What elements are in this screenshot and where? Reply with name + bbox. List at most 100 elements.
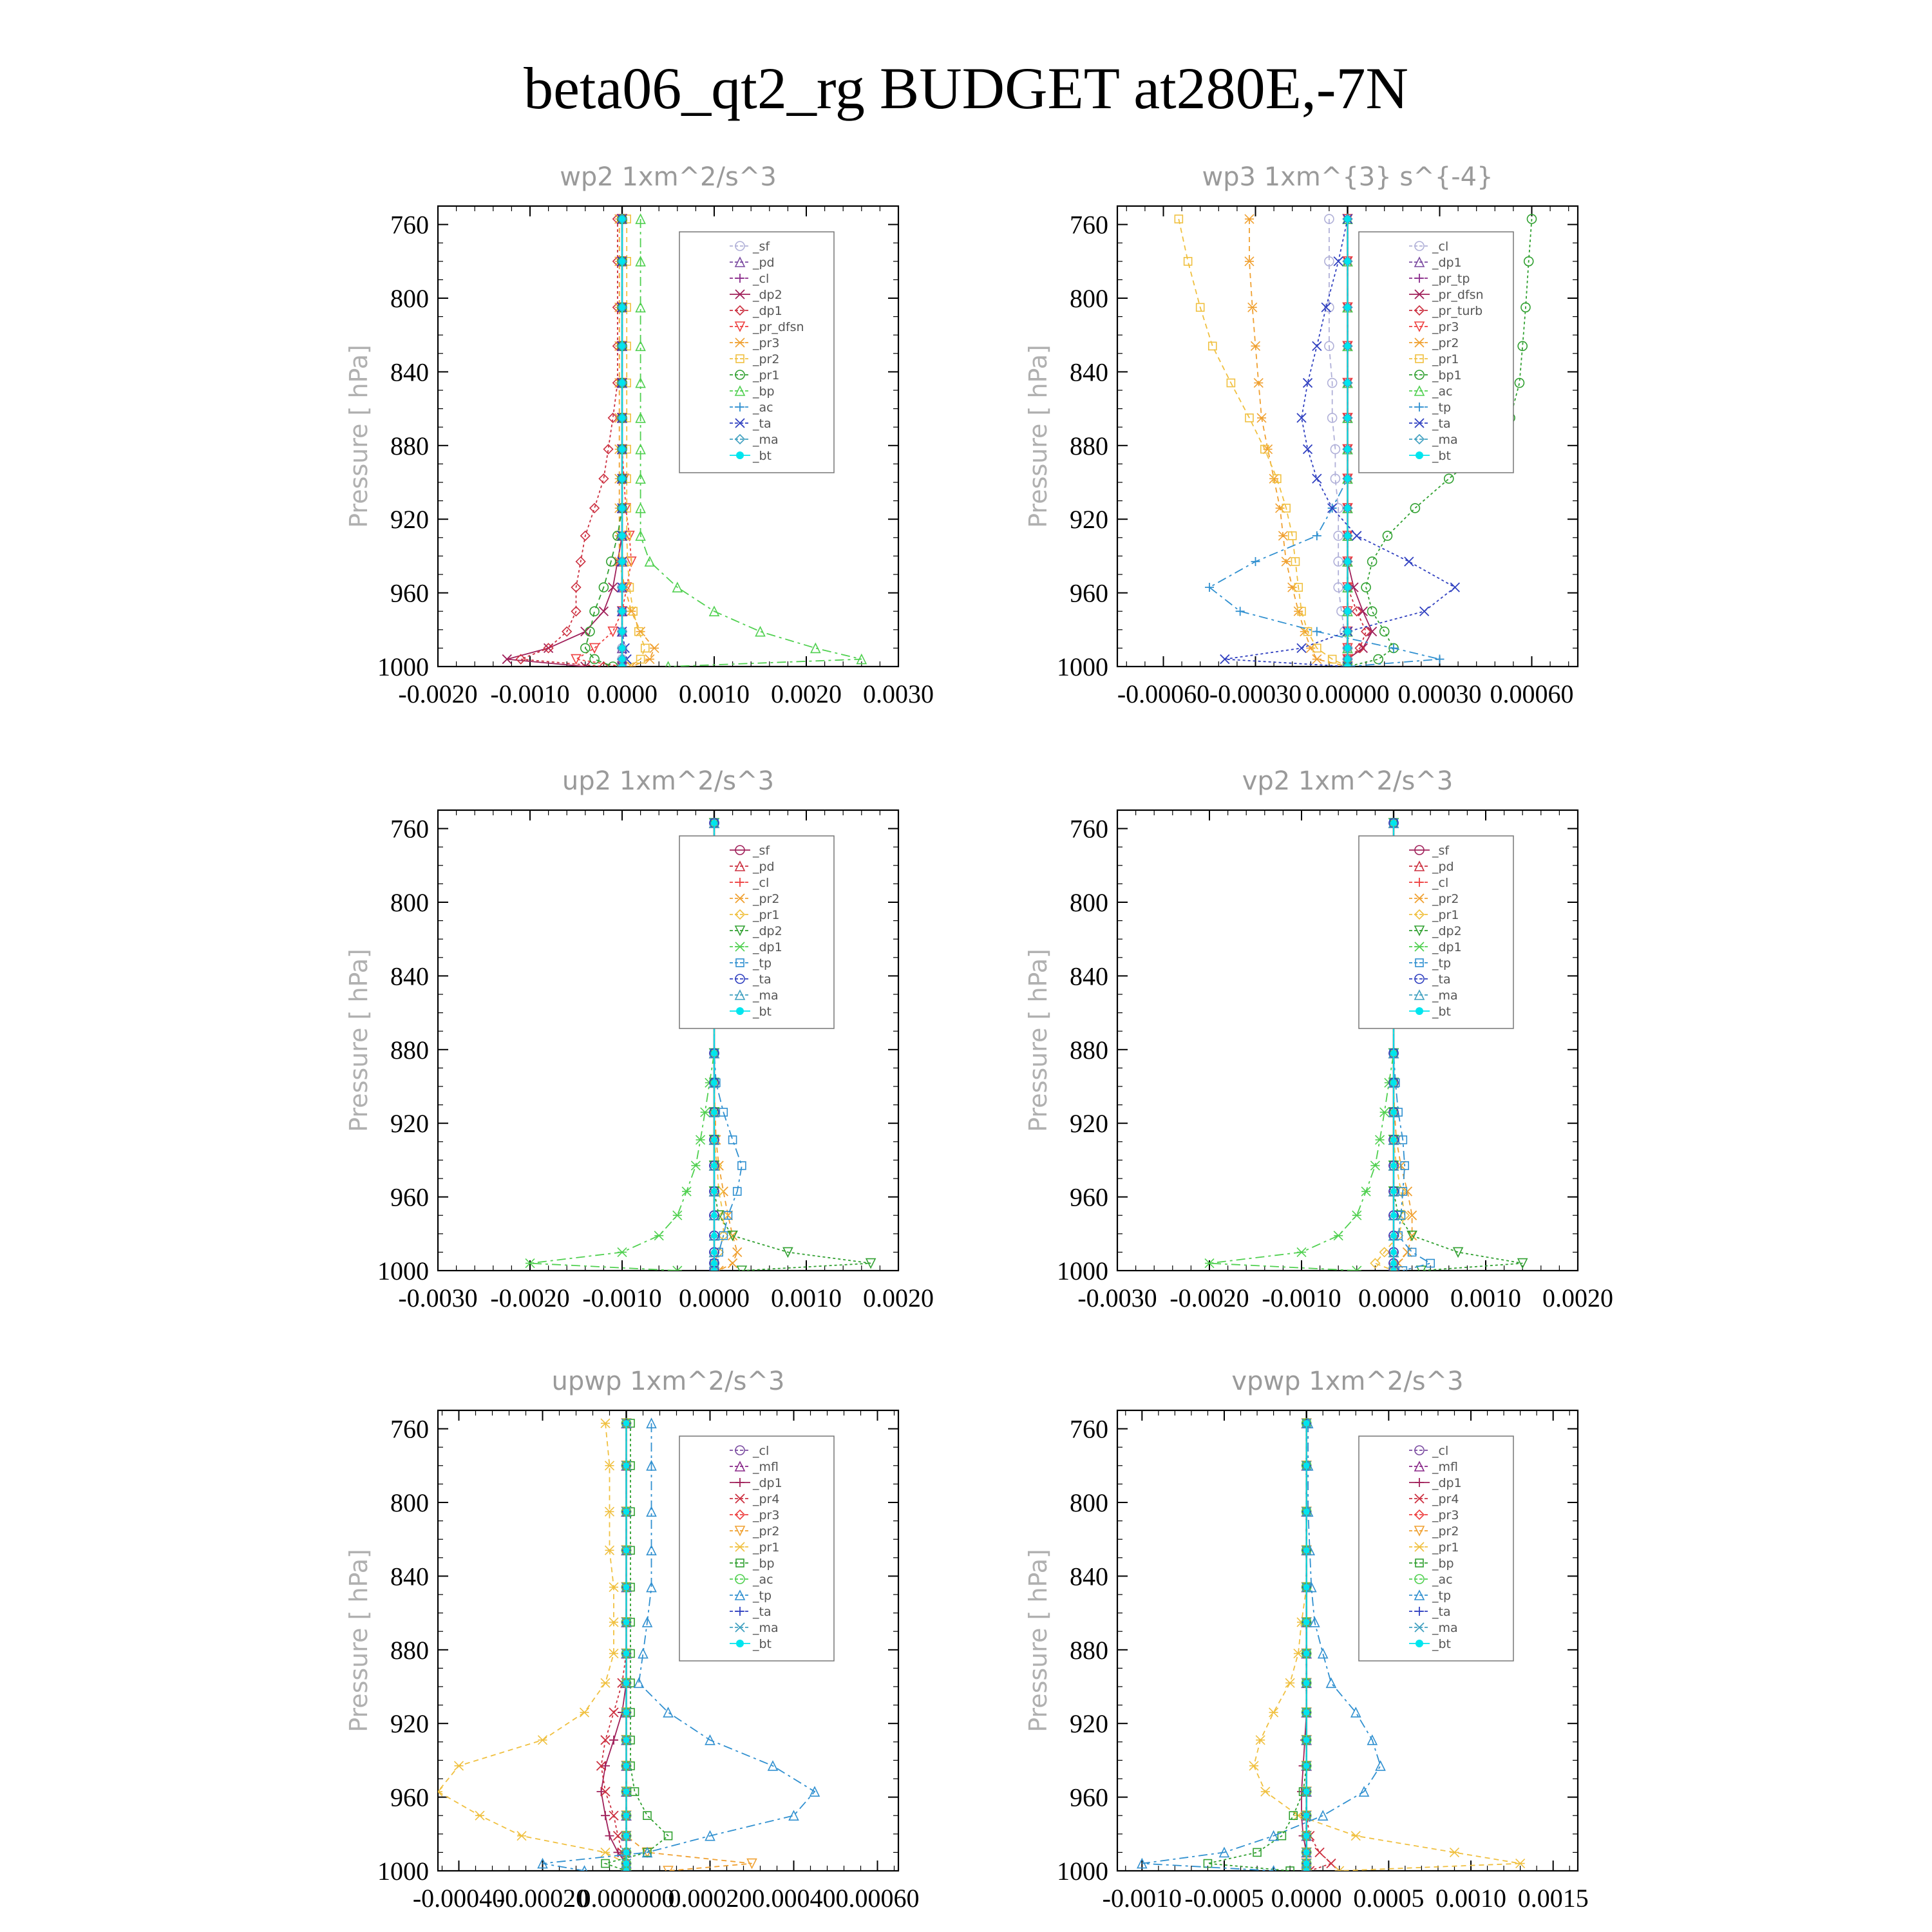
- legend-marker: [1414, 337, 1425, 348]
- data-point: [1305, 643, 1316, 653]
- data-point: [1303, 1680, 1310, 1687]
- data-point: [1303, 1736, 1310, 1743]
- data-point: [1444, 473, 1454, 484]
- data-point: [1344, 446, 1351, 453]
- data-point: [1285, 1678, 1295, 1688]
- legend-marker: [734, 989, 746, 1000]
- x-tick-label: 0.0000: [587, 679, 658, 708]
- legend-marker: [735, 974, 745, 984]
- data-point: [1349, 582, 1359, 592]
- data-point: [1268, 1830, 1279, 1841]
- legend-marker: [735, 370, 745, 380]
- data-point: [543, 643, 554, 654]
- legend-box: [679, 231, 835, 473]
- plot-frame: [437, 1409, 900, 1872]
- data-point: [621, 1865, 632, 1871]
- legend-entry: _bt: [752, 449, 772, 463]
- series-line: [1305, 1423, 1332, 1871]
- data-point: [646, 1544, 657, 1556]
- legend-entry: _dp1: [752, 304, 782, 318]
- x-tick-label: 0.0020: [863, 1283, 934, 1312]
- data-point: [623, 1650, 630, 1657]
- legend-entry: _dp1: [1432, 940, 1462, 954]
- chart-panel: wp2 1xm^2/s^3 Pressure [ hPa] 760 800 840 880…: [345, 162, 934, 708]
- data-point: [1303, 1812, 1310, 1819]
- data-point: [1203, 1859, 1213, 1868]
- data-point: [1303, 1849, 1310, 1856]
- legend-entry: _pr3: [1432, 1508, 1459, 1522]
- legend-marker: [735, 418, 745, 428]
- data-point: [600, 1847, 611, 1857]
- legend-marker: [1415, 274, 1424, 283]
- y-tick-label: 840: [1070, 961, 1108, 990]
- data-point: [635, 301, 646, 313]
- data-point: [619, 475, 625, 482]
- series-line: [1253, 1423, 1520, 1871]
- y-tick-label: 760: [1070, 815, 1108, 844]
- data-point: [646, 1460, 657, 1471]
- legend-entry: _pr2: [752, 892, 779, 906]
- data-point: [589, 654, 600, 665]
- y-tick-label: 920: [390, 1709, 429, 1738]
- data-point: [1514, 377, 1525, 388]
- data-point: [727, 1230, 738, 1242]
- legend-marker: [734, 385, 746, 396]
- x-tick-label: 0.0020: [1542, 1283, 1613, 1312]
- legend-entry: _ma: [1432, 433, 1458, 447]
- data-point: [1344, 343, 1351, 350]
- y-tick-label: 880: [390, 1036, 429, 1065]
- data-point: [1296, 413, 1307, 423]
- data-point: [1326, 1858, 1336, 1869]
- legend-entry: _pr1: [1432, 1540, 1459, 1555]
- legend-marker: [1415, 958, 1424, 967]
- data-point: [1327, 413, 1338, 423]
- legend-marker: [735, 1622, 745, 1633]
- data-point: [1249, 1761, 1259, 1771]
- data-point: [1250, 341, 1261, 351]
- legend-marker: [735, 1445, 745, 1455]
- data-point: [1352, 1265, 1362, 1271]
- series-line: [626, 219, 646, 667]
- y-tick-label: 800: [390, 888, 429, 917]
- data-point: [600, 1786, 611, 1797]
- x-tick-label: -0.00060: [1117, 679, 1209, 708]
- x-tick-label: 0.00030: [1398, 679, 1482, 708]
- data-point: [1370, 1160, 1380, 1171]
- data-point: [626, 606, 636, 616]
- data-point: [1296, 643, 1307, 654]
- data-point: [1375, 1760, 1386, 1771]
- data-point: [711, 1212, 717, 1219]
- legend-entry: _dp2: [1432, 924, 1462, 938]
- legend-marker: [1414, 370, 1425, 380]
- data-point: [1398, 1135, 1408, 1144]
- legend-marker: [735, 274, 744, 283]
- data-point: [767, 1760, 779, 1771]
- data-point: [1293, 1810, 1303, 1821]
- legend-marker: [1414, 289, 1425, 299]
- data-point: [711, 1079, 717, 1086]
- legend-marker: [1414, 845, 1425, 855]
- legend-marker: [1414, 241, 1425, 251]
- data-point: [598, 661, 609, 667]
- data-point: [635, 412, 646, 423]
- data-point: [579, 1707, 590, 1718]
- data-point: [619, 532, 625, 539]
- legend-marker: [1414, 418, 1425, 428]
- x-tick-label: 0.0015: [1518, 1884, 1589, 1913]
- data-point: [619, 505, 625, 512]
- legend-entry: _pr4: [752, 1492, 779, 1506]
- legend-entry: _sf: [752, 844, 770, 858]
- x-tick-label: -0.0030: [398, 1283, 477, 1312]
- data-point: [1303, 1462, 1310, 1469]
- data-point: [1344, 532, 1351, 539]
- y-tick-label: 880: [1070, 431, 1108, 460]
- data-point: [619, 414, 625, 421]
- data-point: [719, 1231, 728, 1240]
- y-tick-label: 960: [390, 579, 429, 608]
- legend-entry: _pr_dfsn: [752, 320, 804, 334]
- legend-entry: _tp: [1432, 956, 1451, 971]
- series-line: [600, 1423, 627, 1871]
- x-tick-label: -0.0010: [1103, 1884, 1182, 1913]
- y-tick-label: 760: [390, 1415, 429, 1444]
- data-point: [1303, 627, 1312, 636]
